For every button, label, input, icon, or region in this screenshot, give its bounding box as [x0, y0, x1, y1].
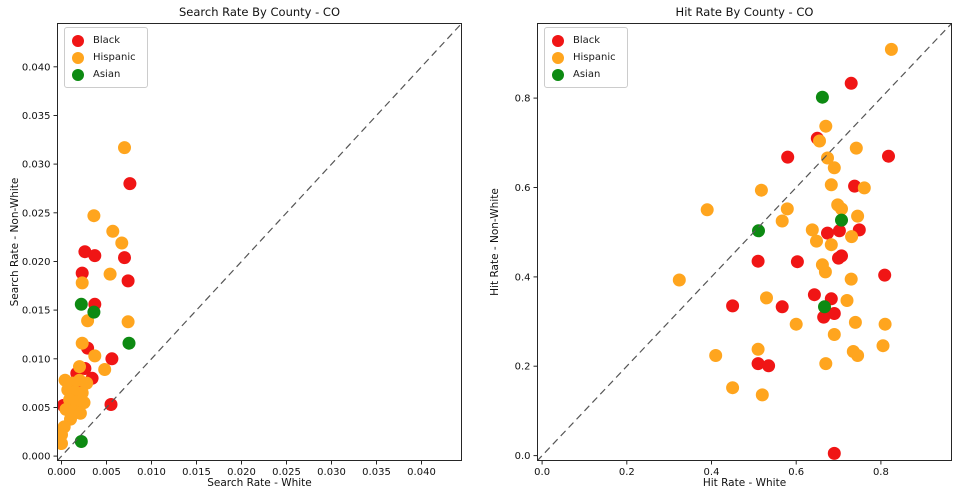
hispanic-marker-icon: [552, 51, 564, 64]
legend-label-black: Black: [573, 34, 601, 46]
legend-item-hispanic: Hispanic: [72, 49, 136, 66]
legend-label-black: Black: [93, 34, 121, 46]
svg-text:0.2: 0.2: [619, 467, 635, 478]
svg-text:0.015: 0.015: [182, 467, 211, 478]
legend-item-black: Black: [552, 32, 616, 49]
y-axis-label-hit-rate: Hit Rate - Non-White: [489, 188, 501, 296]
black-marker-icon: [552, 34, 564, 47]
svg-text:0.035: 0.035: [362, 467, 391, 478]
svg-text:0.025: 0.025: [272, 467, 301, 478]
x-axis-label-hit-rate: Hit Rate - White: [702, 477, 787, 489]
legend-label-asian: Asian: [573, 68, 601, 80]
svg-text:0.020: 0.020: [227, 467, 256, 478]
chart-title-search-rate: Search Rate By County - CO: [178, 5, 341, 19]
svg-text:0.4: 0.4: [704, 467, 720, 478]
x-axis-label-search-rate: Search Rate - White: [207, 477, 312, 489]
svg-text:0.030: 0.030: [317, 467, 346, 478]
legend-hit-rate: Black Hispanic Asian: [544, 27, 628, 88]
hit-rate-chart: Hit Rate By County - CO Hit Rate - Non-W…: [480, 0, 960, 496]
svg-text:0.2: 0.2: [515, 362, 531, 373]
svg-text:0.010: 0.010: [22, 354, 51, 365]
asian-marker-icon: [72, 68, 84, 81]
search-rate-chart: Search Rate By County - CO Search Rate -…: [9, 5, 462, 489]
svg-text:0.005: 0.005: [22, 403, 51, 414]
svg-text:0.4: 0.4: [515, 272, 531, 283]
legend-label-asian: Asian: [93, 68, 121, 80]
hit-rate-plot-area: 0.0 0.2 0.4 0.6 0.8 0.0 0.2 0.4 0.6 0.8: [515, 23, 952, 478]
asian-marker-icon: [552, 68, 564, 81]
svg-text:0.6: 0.6: [515, 183, 531, 194]
legend-item-asian: Asian: [552, 66, 616, 83]
svg-text:0.020: 0.020: [22, 257, 51, 268]
svg-text:0.040: 0.040: [22, 62, 51, 73]
search-rate-plot-area: 0.000 0.005 0.010 0.015 0.020 0.025 0.030 0.035…: [22, 23, 462, 478]
svg-text:0.010: 0.010: [137, 467, 166, 478]
svg-text:0.030: 0.030: [22, 160, 51, 171]
legend-item-black: Black: [72, 32, 136, 49]
legend-item-hispanic: Hispanic: [552, 49, 616, 66]
svg-text:0.8: 0.8: [873, 467, 889, 478]
svg-text:0.005: 0.005: [92, 467, 121, 478]
svg-text:0.0: 0.0: [515, 451, 531, 462]
y-axis-label-search-rate: Search Rate - Non-White: [9, 177, 21, 307]
svg-text:0.8: 0.8: [515, 94, 531, 105]
hispanic-marker-icon: [72, 51, 84, 64]
legend-item-asian: Asian: [72, 66, 136, 83]
chart-title-hit-rate: Hit Rate By County - CO: [675, 5, 814, 19]
legend-label-hispanic: Hispanic: [93, 51, 136, 63]
svg-text:0.0: 0.0: [534, 467, 550, 478]
svg-text:0.040: 0.040: [407, 467, 436, 478]
svg-text:0.6: 0.6: [788, 467, 804, 478]
svg-text:0.000: 0.000: [47, 467, 76, 478]
legend-label-hispanic: Hispanic: [573, 51, 616, 63]
svg-text:0.025: 0.025: [22, 208, 51, 219]
svg-text:0.000: 0.000: [22, 452, 51, 463]
legend-search-rate: Black Hispanic Asian: [64, 27, 148, 88]
black-marker-icon: [72, 34, 84, 47]
svg-text:0.035: 0.035: [22, 111, 51, 122]
svg-text:0.015: 0.015: [22, 306, 51, 317]
